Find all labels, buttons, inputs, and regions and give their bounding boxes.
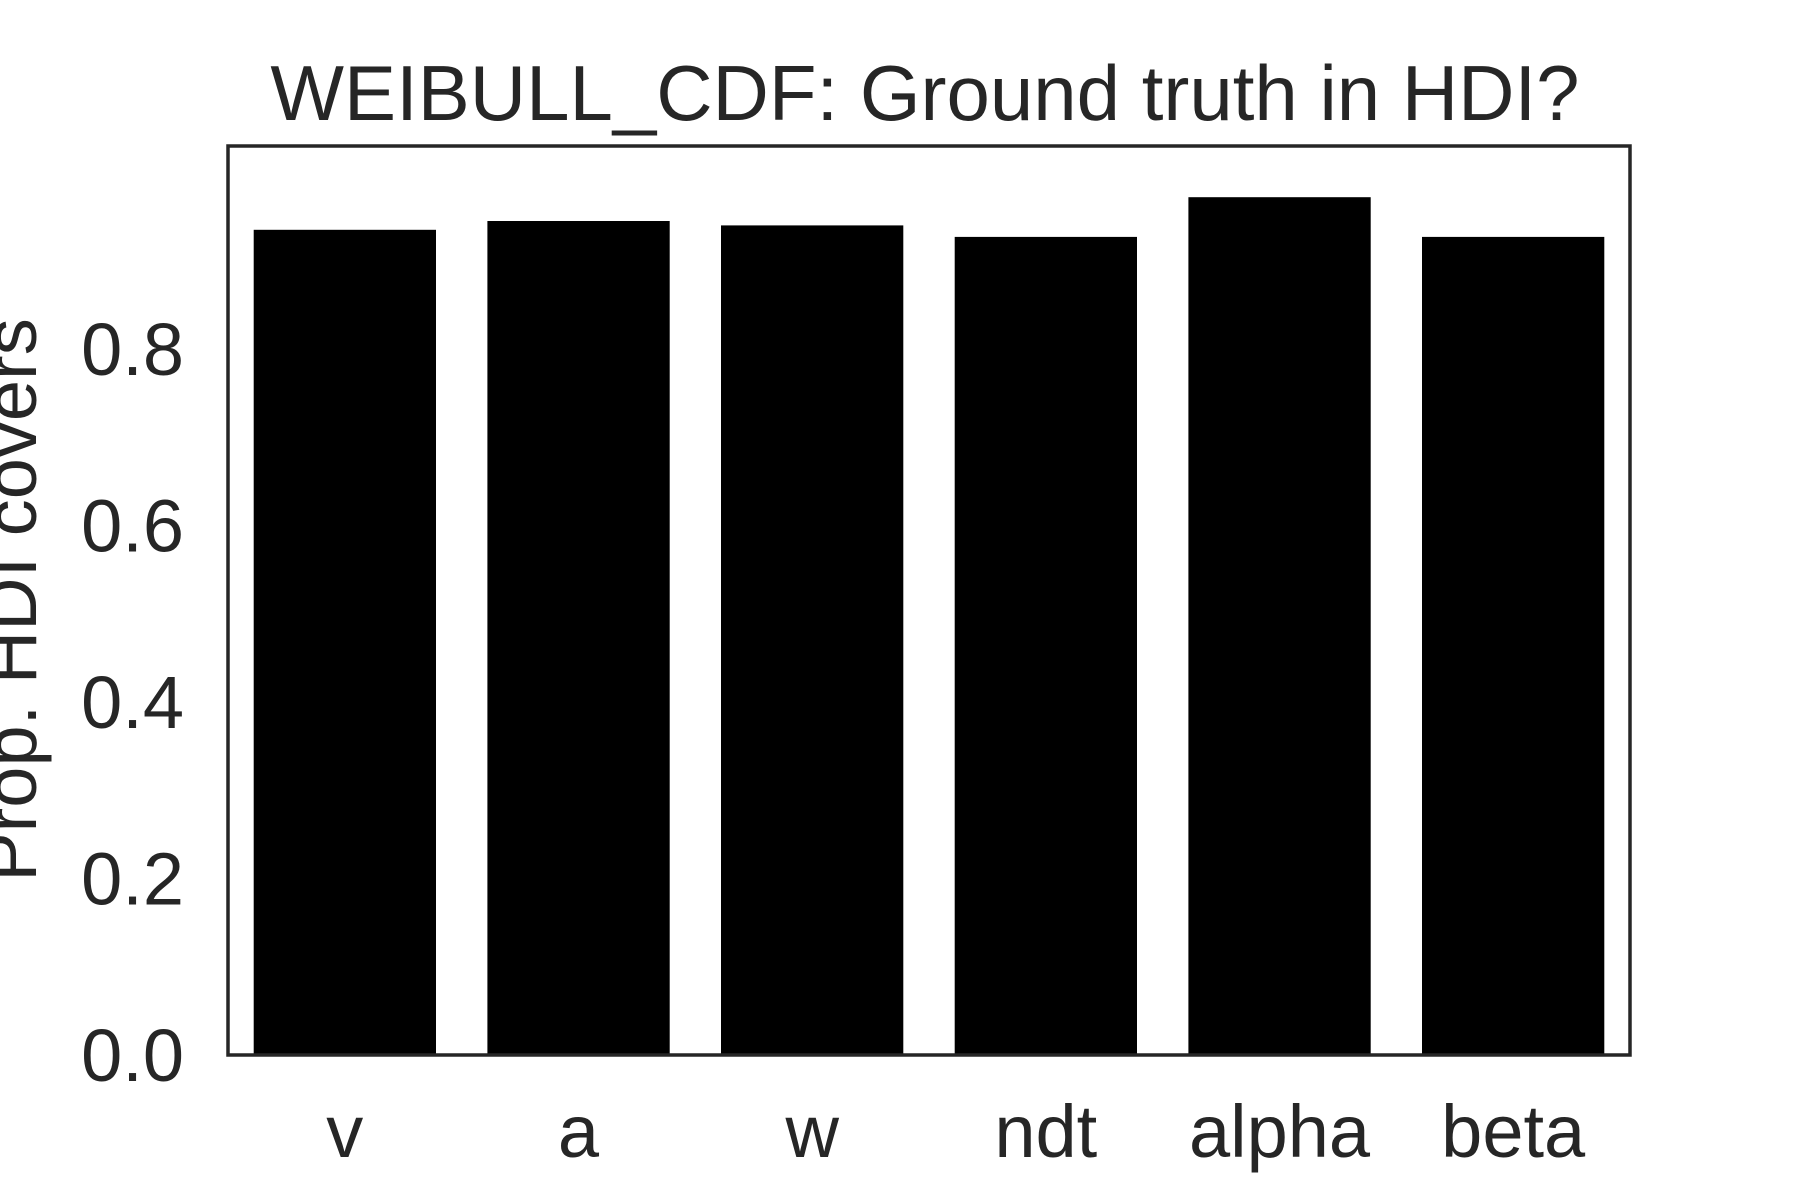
y-axis-ticks: 0.0 0.2 0.4 0.6 0.8 <box>81 308 184 1097</box>
bar-w <box>721 225 904 1055</box>
x-tick-label-a: a <box>558 1090 600 1173</box>
y-tick-label: 0.8 <box>81 308 184 391</box>
x-tick-label-alpha: alpha <box>1189 1090 1371 1173</box>
bar-alpha <box>1188 197 1371 1055</box>
y-tick-label: 0.4 <box>81 661 184 744</box>
x-axis-ticks: v a w ndt alpha beta <box>326 1090 1586 1173</box>
bar-v <box>253 229 436 1056</box>
x-tick-label-ndt: ndt <box>994 1090 1097 1173</box>
bar-beta <box>1422 236 1605 1055</box>
bar-a <box>487 221 670 1055</box>
x-tick-label-beta: beta <box>1441 1090 1586 1173</box>
chart-title: WEIBULL_CDF: Ground truth in HDI? <box>270 49 1579 137</box>
plot-frame <box>226 144 1632 1057</box>
y-tick-label: 0.6 <box>81 485 184 568</box>
y-tick-label: 0.0 <box>81 1014 184 1097</box>
y-axis-label: Prop. HDI covers <box>0 318 52 881</box>
bar-series <box>253 197 1605 1056</box>
x-tick-label-w: w <box>784 1090 839 1173</box>
y-tick-label: 0.2 <box>81 838 184 921</box>
x-tick-label-v: v <box>326 1090 363 1173</box>
bar-ndt <box>954 236 1137 1055</box>
